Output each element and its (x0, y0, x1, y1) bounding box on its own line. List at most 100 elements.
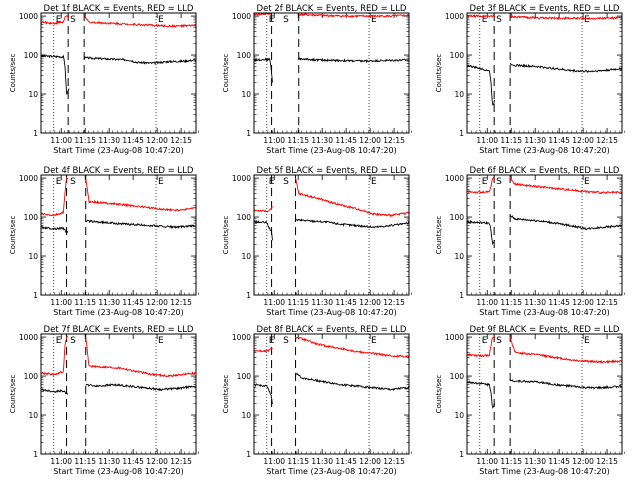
y-tick-label: 1000 (445, 12, 464, 21)
y-tick-label: 1 (459, 129, 464, 138)
eclipse-marker-label: E (158, 177, 164, 187)
panel-8: Det 8f BLACK = Events, RED = LLD Counts/s… (222, 325, 412, 476)
y-tick-label: 1 (246, 291, 251, 300)
panel-9: Det 9f BLACK = Events, RED = LLD Counts/s… (435, 325, 625, 476)
x-tick-label: 12:15 (170, 457, 192, 466)
x-tick-label: 12:00 (146, 457, 168, 466)
panel-title: Det 1f BLACK = Events, RED = LLD (44, 4, 194, 14)
x-tick-label: 11:15 (74, 457, 96, 466)
y-tick-label: 1 (246, 129, 251, 138)
x-tick-label: 12:15 (170, 136, 192, 145)
saa-marker-label: S (283, 336, 289, 346)
x-tick-label: 11:30 (98, 298, 120, 307)
x-tick-label: 11:30 (311, 136, 333, 145)
x-axis-label: Start Time (23-Aug-08 10:47:20) (479, 146, 610, 155)
events-series-line (254, 218, 409, 241)
x-tick-label: 11:45 (335, 298, 357, 307)
y-axis-label: Counts/sec (9, 216, 17, 255)
x-tick-label: 11:00 (50, 457, 72, 466)
y-tick-label: 1 (33, 291, 38, 300)
panel-title: Det 4f BLACK = Events, RED = LLD (44, 166, 194, 176)
events-series-line (254, 372, 409, 405)
plot-frame (253, 174, 410, 296)
events-series-line (41, 54, 196, 95)
x-tick-label: 12:00 (146, 136, 168, 145)
y-tick-label: 100 (24, 51, 39, 60)
eclipse-marker-label: E (158, 336, 164, 346)
saa-marker-label: S (283, 15, 289, 25)
panel-title: Det 7f BLACK = Events, RED = LLD (44, 325, 194, 335)
x-tick-label: 11:30 (98, 457, 120, 466)
y-tick-label: 10 (454, 252, 464, 261)
x-tick-label: 11:00 (50, 136, 72, 145)
y-tick-label: 100 (237, 372, 252, 381)
eclipse-marker-label: E (371, 336, 377, 346)
y-tick-label: 1 (33, 129, 38, 138)
panel-title: Det 3f BLACK = Events, RED = LLD (470, 4, 620, 14)
x-tick-label: 11:15 (500, 457, 522, 466)
x-tick-label: 11:45 (335, 457, 357, 466)
y-tick-label: 10 (454, 411, 464, 420)
plot-frame (40, 174, 197, 296)
x-axis-label: Start Time (23-Aug-08 10:47:20) (479, 308, 610, 317)
y-tick-label: 1000 (19, 12, 38, 21)
plot-frame (466, 333, 623, 455)
eclipse-marker-label: E (56, 177, 62, 187)
y-tick-label: 100 (450, 51, 465, 60)
y-axis-label: Counts/sec (222, 375, 230, 414)
x-axis-label: Start Time (23-Aug-08 10:47:20) (53, 308, 184, 317)
x-tick-label: 11:45 (122, 298, 144, 307)
y-tick-label: 1 (459, 450, 464, 459)
y-tick-label: 1000 (232, 333, 251, 342)
panel-7: Det 7f BLACK = Events, RED = LLD Counts/s… (9, 325, 199, 476)
y-tick-label: 10 (28, 90, 38, 99)
eclipse-marker-label: E (269, 336, 275, 346)
eclipse-marker-label: E (584, 336, 590, 346)
x-tick-label: 11:00 (476, 136, 498, 145)
plot-frame (40, 12, 197, 134)
x-tick-label: 11:00 (50, 298, 72, 307)
x-tick-label: 11:15 (500, 298, 522, 307)
eclipse-marker-label: E (56, 15, 62, 25)
y-tick-label: 10 (241, 252, 251, 261)
y-tick-label: 100 (24, 372, 39, 381)
panel-4: Det 4f BLACK = Events, RED = LLD Counts/s… (9, 166, 199, 317)
panel-title: Det 2f BLACK = Events, RED = LLD (257, 4, 407, 14)
saa-marker-label: S (496, 336, 502, 346)
panel-1: Det 1f BLACK = Events, RED = LLD Counts/s… (9, 4, 199, 155)
y-axis-label: Counts/sec (9, 54, 17, 93)
x-tick-label: 12:15 (596, 298, 618, 307)
y-tick-label: 10 (28, 411, 38, 420)
x-axis-label: Start Time (23-Aug-08 10:47:20) (266, 146, 397, 155)
saa-marker-label: S (70, 177, 76, 187)
saa-marker-label: S (496, 15, 502, 25)
x-axis-label: Start Time (23-Aug-08 10:47:20) (266, 308, 397, 317)
eclipse-marker-label: E (482, 177, 488, 187)
panel-3: Det 3f BLACK = Events, RED = LLD Counts/s… (435, 4, 625, 155)
x-tick-label: 11:30 (524, 457, 546, 466)
y-tick-label: 1000 (445, 174, 464, 183)
y-axis-label: Counts/sec (435, 54, 443, 93)
lld-series-line (41, 14, 196, 29)
x-tick-label: 12:15 (596, 136, 618, 145)
x-tick-label: 11:30 (311, 298, 333, 307)
y-tick-label: 100 (237, 51, 252, 60)
events-series-line (41, 383, 196, 395)
y-tick-label: 1 (459, 291, 464, 300)
x-axis-label: Start Time (23-Aug-08 10:47:20) (53, 146, 184, 155)
eclipse-marker-label: E (269, 15, 275, 25)
x-tick-label: 11:30 (98, 136, 120, 145)
y-tick-label: 10 (241, 90, 251, 99)
x-tick-label: 11:45 (548, 457, 570, 466)
y-tick-label: 100 (24, 213, 39, 222)
x-tick-label: 11:45 (548, 298, 570, 307)
x-axis-label: Start Time (23-Aug-08 10:47:20) (479, 467, 610, 476)
y-axis-label: Counts/sec (9, 375, 17, 414)
eclipse-marker-label: E (56, 336, 62, 346)
x-tick-label: 11:15 (74, 136, 96, 145)
y-tick-label: 1000 (232, 174, 251, 183)
x-axis-label: Start Time (23-Aug-08 10:47:20) (266, 467, 397, 476)
events-series-line (254, 57, 409, 83)
